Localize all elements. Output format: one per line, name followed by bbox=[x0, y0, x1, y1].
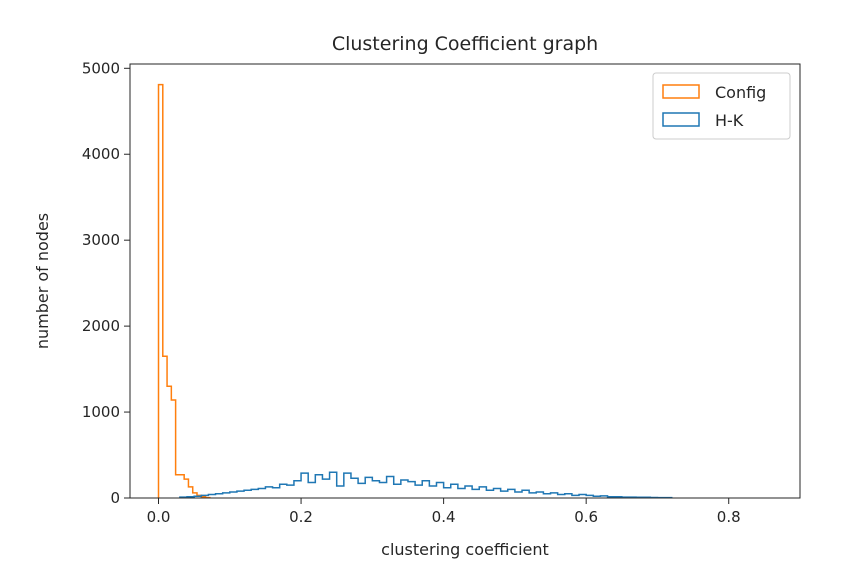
legend-swatch-config bbox=[662, 84, 700, 99]
x-axis-label: clustering coefficient bbox=[381, 540, 549, 559]
x-tick-label: 0.0 bbox=[147, 508, 171, 526]
chart-title: Clustering Coefficient graph bbox=[332, 33, 598, 55]
x-tick-label: 0.2 bbox=[289, 508, 313, 526]
x-tick-label: 0.8 bbox=[717, 508, 741, 526]
y-tick-label: 4000 bbox=[82, 145, 120, 163]
y-tick-label: 5000 bbox=[82, 59, 120, 77]
y-axis-ticks: 0 1000 2000 3000 4000 5000 bbox=[82, 59, 130, 507]
legend-label: Config bbox=[715, 83, 766, 102]
histogram-series bbox=[157, 83, 673, 499]
y-tick-label: 2000 bbox=[82, 317, 120, 335]
x-axis-ticks: 0.0 0.2 0.4 0.6 0.8 bbox=[147, 498, 741, 526]
y-tick-label: 1000 bbox=[82, 403, 120, 421]
legend-box bbox=[652, 72, 791, 140]
y-tick-label: 3000 bbox=[82, 231, 120, 249]
histogram-series-h-k bbox=[179, 471, 673, 499]
x-tick-label: 0.6 bbox=[574, 508, 598, 526]
plot-frame bbox=[129, 63, 801, 499]
legend: Config H-K bbox=[652, 72, 791, 140]
legend-swatch-h-k bbox=[662, 112, 700, 127]
y-tick-label: 0 bbox=[110, 489, 120, 507]
y-axis-label: number of nodes bbox=[33, 213, 52, 349]
x-tick-label: 0.4 bbox=[432, 508, 456, 526]
histogram-series-config bbox=[157, 83, 211, 499]
legend-label: H-K bbox=[715, 111, 744, 130]
